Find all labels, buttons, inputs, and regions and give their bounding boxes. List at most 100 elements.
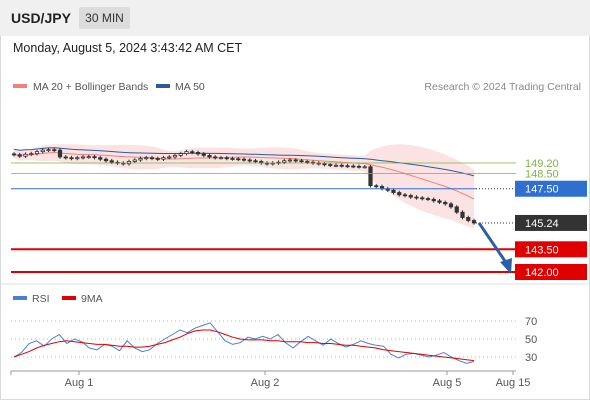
candle [144, 157, 149, 160]
candle [23, 153, 28, 157]
candle [402, 194, 408, 197]
candle [253, 160, 258, 163]
ma50-legend-label: MA 50 [175, 81, 205, 93]
time-axis: Aug 1 Aug 2 Aug 5 Aug 15 [10, 370, 531, 389]
candle [339, 164, 344, 167]
candle [236, 158, 241, 161]
support-tag [515, 241, 587, 258]
resistance-label: 149.20 [525, 158, 559, 170]
candle [178, 153, 183, 156]
candle [224, 157, 229, 160]
candle [86, 156, 91, 159]
candle [29, 153, 34, 156]
ma20-line [13, 151, 475, 200]
candle [75, 157, 80, 160]
candle [40, 149, 45, 153]
forecast-arrow-shaft [477, 222, 509, 265]
legend: MA 20 + Bollinger Bands MA 50 Research © 2… [0, 81, 590, 305]
timestamp: Monday, August 5, 2024 3:43:42 AM CET [13, 41, 243, 55]
candle [333, 164, 339, 167]
candle [57, 149, 63, 158]
candle [471, 220, 477, 224]
candle [218, 157, 224, 160]
candle [46, 149, 51, 152]
candle [362, 166, 367, 169]
ma20-legend-swatch [13, 84, 27, 88]
candle [425, 198, 431, 200]
x-tick-label: Aug 1 [65, 377, 94, 389]
candle [207, 155, 212, 158]
candle [299, 160, 304, 163]
candle [322, 163, 327, 166]
top-bar: USD/JPY 30 MIN [0, 0, 590, 36]
ma20-legend-label: MA 20 + Bollinger Bands [33, 81, 148, 93]
candle [213, 156, 218, 159]
candle [69, 157, 74, 160]
candle [466, 217, 471, 221]
ma50-legend-swatch [156, 84, 170, 88]
candle [11, 153, 17, 156]
candle [201, 153, 206, 156]
ma9-legend-swatch [62, 296, 76, 300]
candle [420, 197, 425, 200]
candle [443, 201, 448, 205]
candle [80, 156, 86, 159]
candle [241, 158, 247, 161]
x-tick-label: Aug 15 [496, 377, 531, 389]
candle [103, 158, 109, 162]
support-label: 142.00 [525, 267, 559, 279]
candle [34, 151, 40, 155]
candle [305, 161, 310, 163]
candle [247, 159, 252, 162]
pivot-label: 147.50 [525, 184, 559, 196]
candle [172, 155, 178, 158]
rsi-tick-label: 50 [525, 334, 537, 346]
x-tick-label: Aug 2 [251, 377, 280, 389]
forecast-arrow-head [500, 258, 512, 274]
rsi-panel: 70 50 30 [11, 316, 537, 364]
rsi-legend-label: RSI [32, 293, 50, 305]
candle [345, 165, 350, 168]
candle [92, 156, 97, 159]
candle [293, 159, 298, 162]
candle [138, 158, 143, 161]
candle [287, 159, 293, 162]
last-price-tag [515, 214, 587, 231]
candle [52, 149, 57, 152]
candle [328, 164, 333, 166]
candle [184, 151, 189, 155]
candle [149, 157, 155, 160]
candle [391, 189, 396, 193]
symbol-label: USD/JPY [11, 10, 71, 26]
candle [17, 154, 22, 157]
candle [414, 196, 419, 199]
pivot-tag [515, 180, 587, 197]
rsi-legend-swatch [13, 296, 27, 300]
candle [282, 160, 287, 163]
candle [374, 185, 379, 188]
candle [356, 165, 362, 168]
candle [161, 157, 166, 160]
credit-text: Research © 2024 Trading Central [424, 81, 581, 93]
candle [431, 198, 436, 202]
candle [167, 156, 172, 159]
candle [109, 160, 114, 163]
x-tick-label: Aug 5 [433, 377, 462, 389]
support-tag [515, 264, 587, 280]
ma50-line [13, 147, 475, 177]
interval-button[interactable]: 30 MIN [79, 7, 130, 29]
candle [195, 152, 201, 155]
resistance-label: 148.50 [525, 169, 559, 181]
candle [408, 195, 413, 198]
candle [132, 159, 137, 162]
rsi-tick-label: 30 [525, 352, 537, 364]
candle [190, 151, 195, 154]
last-price-label: 145.24 [525, 218, 559, 230]
candle [460, 211, 465, 218]
candle [397, 192, 402, 196]
candle [63, 156, 68, 159]
candle [230, 158, 235, 160]
